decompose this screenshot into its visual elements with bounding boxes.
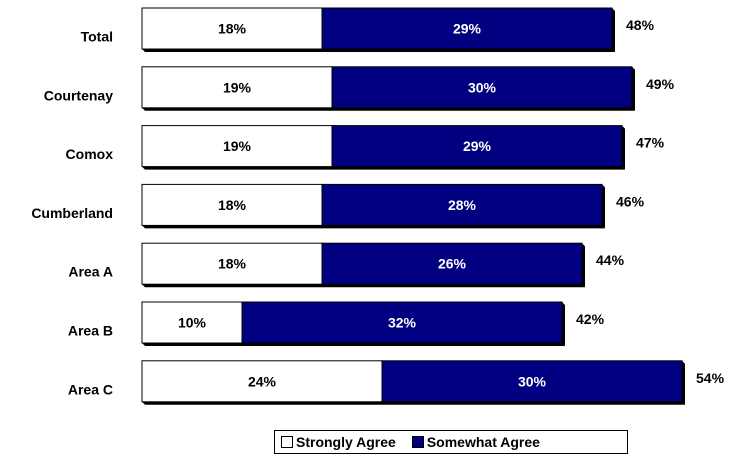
total-label-courtenay: 49% [646, 76, 675, 92]
bar-strongly-agree-courtenay [141, 66, 333, 109]
bar-somewhat-agree-total [321, 7, 613, 50]
bar-label-strongly-agree-area-b: 10% [178, 315, 207, 331]
bar-label-somewhat-agree-total: 29% [453, 21, 482, 37]
chart-legend: Strongly Agree Somewhat Agree [274, 430, 628, 454]
category-label-area-a: Area A [68, 264, 113, 280]
legend-label-strongly-agree: Strongly Agree [296, 434, 396, 450]
bar-bottom-edge-area-c [142, 401, 685, 405]
bar-depth-cumberland [602, 184, 605, 229]
bar-depth-area-b [562, 302, 565, 346]
category-label-area-b: Area B [68, 323, 113, 339]
category-label-area-c: Area C [68, 381, 113, 397]
bar-somewhat-agree-cumberland [321, 183, 603, 226]
bar-bottom-edge-cumberland [142, 225, 605, 229]
bar-somewhat-agree-area-b [241, 301, 563, 344]
bar-somewhat-agree-area-c [381, 360, 683, 403]
bar-bottom-edge-total [142, 49, 615, 52]
total-label-area-c: 54% [696, 370, 725, 386]
category-label-courtenay: Courtenay [44, 87, 113, 103]
category-label-cumberland: Cumberland [31, 205, 113, 221]
bar-depth-total [612, 8, 615, 52]
total-label-area-a: 44% [596, 252, 625, 268]
bar-label-strongly-agree-area-a: 18% [218, 256, 247, 272]
legend-swatch-strongly-agree [281, 436, 293, 448]
category-label-comox: Comox [66, 146, 114, 162]
bar-bottom-edge-area-b [142, 343, 565, 346]
bar-label-strongly-agree-total: 18% [218, 21, 247, 37]
bar-strongly-agree-total [141, 7, 323, 50]
legend-label-somewhat-agree: Somewhat Agree [426, 434, 540, 450]
total-label-total: 48% [626, 17, 655, 33]
bar-depth-area-a [582, 243, 585, 288]
bar-label-somewhat-agree-area-b: 32% [388, 315, 417, 331]
bar-label-strongly-agree-cumberland: 18% [218, 197, 247, 213]
bar-label-strongly-agree-comox: 19% [223, 138, 252, 154]
bar-label-somewhat-agree-area-a: 26% [438, 256, 467, 272]
bar-label-somewhat-agree-area-c: 30% [518, 373, 547, 389]
total-label-comox: 47% [636, 135, 665, 151]
bar-label-strongly-agree-area-c: 24% [248, 373, 277, 389]
bar-depth-comox [622, 125, 625, 170]
bar-label-somewhat-agree-courtenay: 30% [468, 79, 497, 95]
bar-somewhat-agree-courtenay [331, 66, 633, 109]
bar-label-somewhat-agree-comox: 29% [463, 138, 492, 154]
bar-label-somewhat-agree-cumberland: 28% [448, 197, 477, 213]
bar-bottom-edge-courtenay [142, 107, 635, 111]
total-label-area-b: 42% [576, 311, 605, 327]
bar-somewhat-agree-comox [331, 125, 623, 168]
bar-somewhat-agree-area-a [321, 242, 583, 285]
bar-label-strongly-agree-courtenay: 19% [223, 79, 252, 95]
legend-item-strongly-agree: Strongly Agree [281, 434, 396, 450]
legend-item-somewhat-agree: Somewhat Agree [411, 434, 540, 450]
bar-bottom-edge-comox [142, 166, 625, 170]
bar-bottom-edge-area-a [142, 284, 585, 288]
bar-depth-area-c [682, 360, 685, 405]
bar-depth-courtenay [632, 66, 635, 111]
category-label-total: Total [81, 29, 113, 45]
total-label-cumberland: 46% [616, 193, 645, 209]
legend-swatch-somewhat-agree [411, 436, 424, 448]
